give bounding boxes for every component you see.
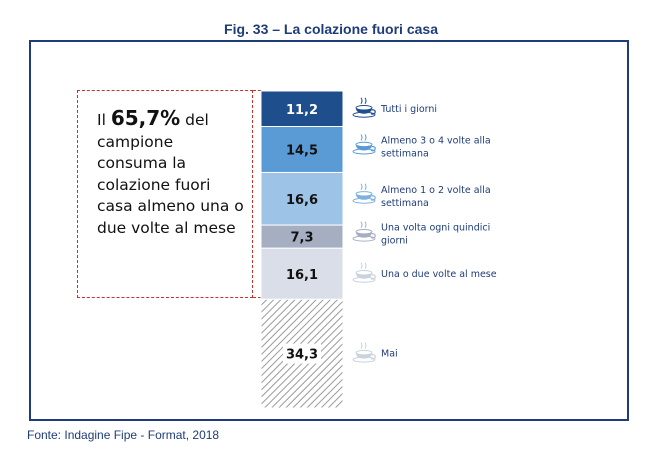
value-label: 34,3 bbox=[286, 348, 318, 363]
value-label: 16,1 bbox=[286, 268, 318, 283]
value-label: 11,2 bbox=[286, 103, 318, 118]
callout-box bbox=[77, 90, 253, 298]
category-label: Mai bbox=[381, 349, 398, 360]
category-label: Una o due volte al mese bbox=[381, 269, 497, 280]
coffee-cup-icon bbox=[352, 342, 376, 363]
callout-pre: Il bbox=[97, 111, 106, 129]
category-label: Una volta ogni quindici giorni bbox=[381, 223, 490, 247]
value-label-bg bbox=[283, 343, 321, 364]
coffee-cup-icon bbox=[352, 97, 376, 118]
bar-segment bbox=[260, 90, 344, 128]
category-label: Almeno 1 o 2 volte alla settimana bbox=[381, 185, 491, 209]
coffee-cup-icon bbox=[352, 262, 376, 283]
source-note: Fonte: Indagine Fipe - Format, 2018 bbox=[27, 428, 220, 442]
callout-connector-bottom bbox=[253, 297, 261, 298]
figure-title: Fig. 33 – La colazione fuori casa bbox=[224, 21, 438, 37]
callout-connector-top bbox=[253, 90, 261, 91]
category-label: Tutti i giorni bbox=[380, 104, 437, 115]
category-label: Almeno 3 o 4 volte alla settimana bbox=[381, 135, 491, 159]
chart-frame bbox=[29, 40, 629, 421]
value-label: 7,3 bbox=[290, 231, 313, 246]
value-label: 16,6 bbox=[286, 193, 318, 208]
callout-post: del campione consuma la colazione fuori … bbox=[97, 111, 244, 237]
bar-segment bbox=[260, 126, 344, 173]
coffee-cup-icon bbox=[352, 133, 376, 155]
value-label: 14,5 bbox=[286, 143, 318, 158]
callout-highlight: 65,7% bbox=[110, 106, 181, 130]
coffee-cup-icon bbox=[352, 221, 376, 242]
coffee-cup-icon bbox=[352, 183, 376, 204]
callout-text: Il 65,7% del campione consuma la colazio… bbox=[97, 106, 247, 240]
bar-segment bbox=[260, 247, 344, 300]
bar-segment bbox=[260, 171, 344, 226]
